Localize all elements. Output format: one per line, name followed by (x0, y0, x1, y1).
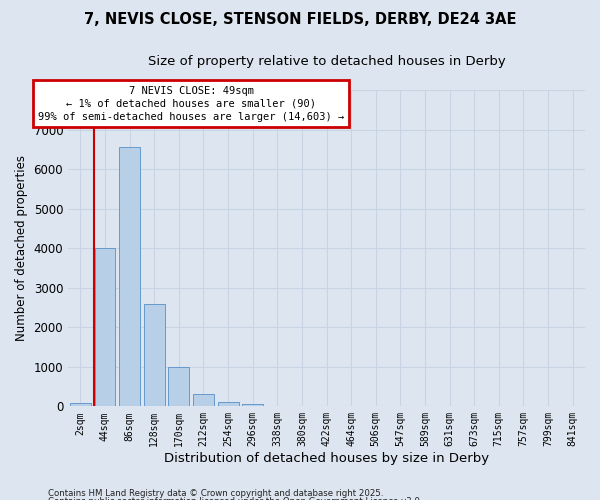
Bar (218, 402, 239, 406)
Bar (95, 248, 115, 406)
Title: Size of property relative to detached houses in Derby: Size of property relative to detached ho… (148, 55, 505, 68)
Text: Contains HM Land Registry data © Crown copyright and database right 2025.: Contains HM Land Registry data © Crown c… (48, 488, 383, 498)
Bar (70, 403, 91, 406)
Bar (242, 404, 263, 406)
Bar (169, 367, 189, 406)
X-axis label: Distribution of detached houses by size in Derby: Distribution of detached houses by size … (164, 452, 489, 465)
Y-axis label: Number of detached properties: Number of detached properties (15, 155, 28, 341)
Bar (144, 304, 164, 406)
Text: 7 NEVIS CLOSE: 49sqm
← 1% of detached houses are smaller (90)
99% of semi-detach: 7 NEVIS CLOSE: 49sqm ← 1% of detached ho… (38, 86, 344, 122)
Text: 7, NEVIS CLOSE, STENSON FIELDS, DERBY, DE24 3AE: 7, NEVIS CLOSE, STENSON FIELDS, DERBY, D… (84, 12, 516, 28)
Bar (193, 394, 214, 406)
Text: Contains public sector information licensed under the Open Government Licence v3: Contains public sector information licen… (48, 498, 422, 500)
Bar (119, 148, 140, 406)
